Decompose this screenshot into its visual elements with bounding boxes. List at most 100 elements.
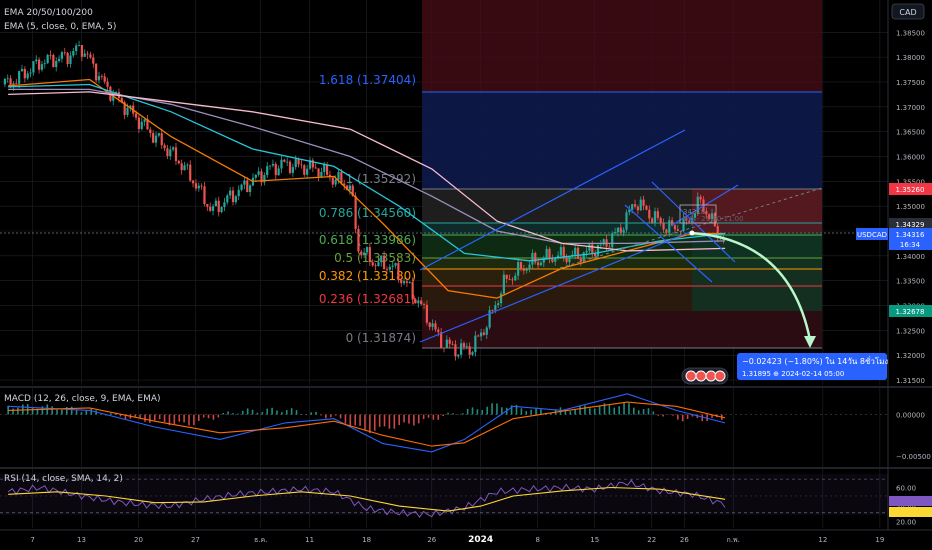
- macd-histogram-bar: [623, 402, 625, 415]
- forecast-arrow[interactable]: [691, 231, 812, 341]
- candle-body: [676, 229, 679, 232]
- fib-label-0236: 0.236 (1.32681): [319, 292, 416, 306]
- candle-body: [383, 255, 386, 269]
- candle-body: [223, 202, 226, 208]
- price-pane[interactable]: 1.618 (1.37404) 1 (1.35292) 0.786 (1.345…: [0, 0, 888, 385]
- macd-histogram-bar: [496, 403, 498, 415]
- macd-histogram-bar: [212, 414, 215, 420]
- currency-badge-label[interactable]: CAD: [899, 8, 916, 17]
- channel-upper-line[interactable]: [419, 129, 686, 271]
- macd-histogram-bar: [515, 404, 518, 415]
- macd-histogram-bar: [603, 403, 606, 415]
- legend-ema-group[interactable]: EMA 20/50/100/200: [4, 8, 93, 18]
- flag-us-icon[interactable]: [695, 370, 707, 382]
- macd-histogram-bar: [491, 403, 493, 415]
- macd-histogram-bar: [457, 414, 459, 416]
- candle-body: [665, 229, 668, 233]
- rsi-legend[interactable]: RSI (14, close, SMA, 14, 2): [4, 474, 123, 484]
- candle-body: [380, 255, 383, 263]
- candle-body: [594, 253, 597, 257]
- macd-legend[interactable]: MACD (12, 26, close, 9, EMA, EMA): [4, 394, 161, 404]
- macd-histogram-bar: [344, 414, 347, 424]
- legend-ema5[interactable]: EMA (5, close, 0, EMA, 5): [4, 22, 116, 32]
- macd-histogram-bar: [633, 407, 635, 415]
- candle-body: [685, 217, 688, 221]
- candle-body: [57, 58, 61, 61]
- candle-body: [608, 246, 611, 248]
- price-axis[interactable]: 1.38500 1.38000 1.37500 1.37000 1.36500 1.360…: [896, 29, 925, 385]
- channel-lower-line[interactable]: [419, 231, 691, 343]
- fibonacci-zones[interactable]: [0, 0, 888, 349]
- macd-histogram-bar: [417, 414, 420, 424]
- macd-histogram-bar: [66, 407, 68, 415]
- macd-histogram-bar: [408, 414, 410, 424]
- candle-body: [374, 265, 377, 267]
- flag-us-icon[interactable]: [714, 370, 726, 382]
- macd-histogram-bar: [325, 414, 327, 419]
- candle-body: [77, 45, 81, 46]
- candle-body: [303, 165, 306, 175]
- macd-histogram-bar: [584, 405, 586, 415]
- macd-histogram-bar: [686, 414, 689, 420]
- rsi-pane[interactable]: RSI (14, close, SMA, 14, 2): [0, 474, 888, 519]
- macd-histogram-bar: [628, 403, 630, 415]
- macd-histogram-bar: [510, 405, 513, 415]
- macd-histogram-bar: [178, 414, 181, 422]
- macd-histogram-bar: [305, 414, 308, 416]
- time-axis[interactable]: 7 13 20 27 ธ.ค. 11 18 26 2024 8 15 22 26 ก.พ. 12 19: [30, 535, 884, 545]
- macd-histogram-bar: [501, 407, 503, 415]
- candle-body: [539, 262, 543, 266]
- event-flags[interactable]: [681, 367, 729, 385]
- annotation-box[interactable]: [679, 204, 717, 224]
- flag-upper-line[interactable]: [651, 181, 736, 263]
- candle-body: [129, 105, 132, 108]
- macd-histogram-bar: [711, 414, 713, 418]
- candle-body: [673, 225, 677, 230]
- macd-axis[interactable]: 0.00000 −0.00500: [896, 412, 931, 461]
- candle-body: [388, 266, 391, 270]
- candle-body: [152, 132, 155, 143]
- macd-histogram-bar: [56, 409, 58, 415]
- candle-body: [149, 129, 152, 133]
- candle-body: [38, 59, 41, 70]
- candle-body: [268, 165, 272, 167]
- candle-body: [462, 343, 466, 347]
- symbol-tag-label: USDCAD: [857, 231, 887, 239]
- macd-pane[interactable]: MACD (12, 26, close, 9, EMA, EMA): [0, 388, 888, 528]
- candle-body: [716, 226, 719, 238]
- macd-histogram-bar: [359, 414, 361, 426]
- macd-histogram-bar: [476, 409, 479, 415]
- candle-body: [565, 258, 568, 263]
- candle-body: [636, 206, 639, 211]
- candle-body: [365, 247, 369, 253]
- candle-body: [203, 186, 206, 205]
- indicator-legend: EMA 20/50/100/200 EMA (5, close, 0, EMA,…: [4, 8, 116, 32]
- candle-body: [95, 63, 98, 81]
- currency-badge[interactable]: [891, 3, 925, 20]
- flag-us-icon[interactable]: [685, 370, 697, 382]
- macd-histogram-bar: [579, 405, 581, 415]
- fib-zone-extension-top: [422, 0, 822, 92]
- drawings[interactable]: 34318 6.5 - 21:50 11.00: [419, 129, 823, 348]
- macd-histogram-bar: [109, 413, 112, 415]
- price-axis-tick-label: 1.32000: [896, 352, 925, 360]
- candle-body: [531, 252, 534, 265]
- annotation-box-line2: 6.5 - 21:50 11.00: [683, 215, 744, 223]
- flag-lower-line[interactable]: [624, 204, 713, 283]
- candle-body: [75, 45, 78, 52]
- macd-histogram-bar: [667, 414, 669, 416]
- candle-body: [408, 282, 411, 283]
- candle-body: [613, 232, 617, 234]
- candle-body: [83, 53, 86, 57]
- candle-body: [229, 190, 232, 196]
- candle-body: [15, 83, 18, 85]
- candle-body: [226, 195, 229, 203]
- candle-body: [291, 167, 294, 173]
- candle-body: [579, 258, 582, 262]
- macd-histogram-bar: [80, 412, 83, 415]
- time-axis-tick-label: 13: [77, 536, 86, 544]
- forecast-start-point[interactable]: [689, 230, 695, 236]
- macd-histogram-bar: [51, 406, 53, 415]
- candle-body: [254, 174, 257, 178]
